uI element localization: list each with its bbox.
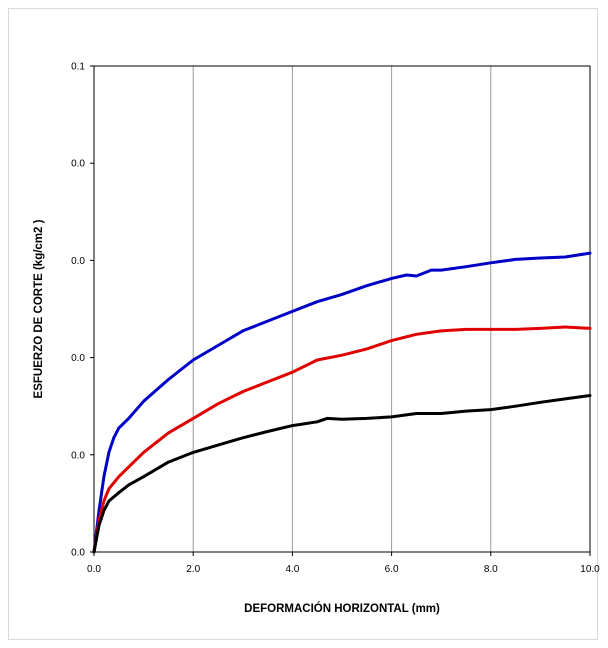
plot-area bbox=[93, 65, 591, 553]
gridlines bbox=[192, 66, 492, 552]
x-axis-title: DEFORMACIÓN HORIZONTAL (mm) bbox=[244, 602, 440, 615]
series-line-1 bbox=[92, 251, 592, 554]
x-tick-labels: 0.0 2.0 4.0 6.0 8.0 10.0 bbox=[87, 564, 600, 575]
x-tick-label: 4.0 bbox=[285, 564, 299, 575]
x-tick-label: 2.0 bbox=[186, 564, 200, 575]
y-tick-label: 0.0 bbox=[71, 353, 85, 364]
y-tick-label: 0.0 bbox=[71, 548, 85, 559]
x-tick-label: 0.0 bbox=[87, 564, 101, 575]
x-tick-label: 6.0 bbox=[385, 564, 399, 575]
series-lines bbox=[92, 251, 592, 554]
y-tick-label: 0.0 bbox=[71, 450, 85, 461]
tick-marks bbox=[90, 65, 591, 556]
y-tick-labels: 0.0 0.0 0.0 0.0 0.0 0.1 bbox=[71, 62, 85, 559]
y-tick-label: 0.0 bbox=[71, 256, 85, 267]
series-line-2 bbox=[92, 325, 592, 554]
chart-area bbox=[8, 8, 598, 640]
x-tick-label: 10.0 bbox=[580, 564, 600, 575]
y-tick-label: 0.0 bbox=[71, 159, 85, 170]
series-line-3 bbox=[92, 394, 592, 554]
y-tick-label: 0.1 bbox=[71, 62, 85, 73]
x-tick-label: 8.0 bbox=[484, 564, 498, 575]
y-axis-title: ESFUERZO DE CORTE (kg/cm2 ) bbox=[33, 219, 45, 398]
